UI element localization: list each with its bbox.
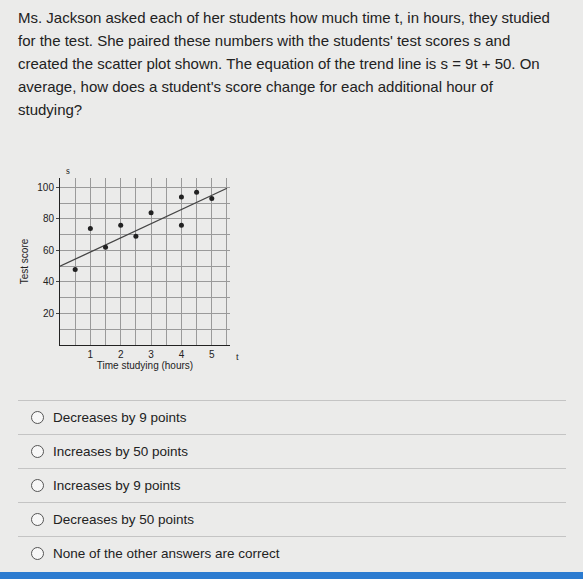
html-text:Ms. Jackson asked each of her: Ms. Jackson asked each of her students h… [18,9,550,118]
svg-text:100: 100 [37,182,54,193]
html-text:None of the other answers are: None of the other answers are correct [53,546,280,561]
svg-text:s: s [66,165,70,176]
html-text:Increases by 9 points: Increases by 9 points [53,478,181,493]
svg-text:1: 1 [88,349,94,360]
svg-text:60: 60 [43,245,55,256]
svg-text:20: 20 [43,308,55,319]
svg-text:Time studying (hours): Time studying (hours) [97,360,193,371]
svg-text:3: 3 [148,349,154,360]
svg-text:40: 40 [43,276,55,287]
svg-text:t: t [236,351,239,362]
svg-text:2: 2 [118,349,124,360]
svg-text:80: 80 [43,213,55,224]
svg-text:4: 4 [179,349,185,360]
html-text:Decreases by 50 points: Decreases by 50 points [53,512,195,527]
svg-text:5: 5 [209,349,215,360]
svg-text:Test score: Test score [19,238,30,284]
html-text:Increases by 50 points: Increases by 50 points [53,444,189,459]
html-text:Decreases by 9 points: Decreases by 9 points [53,410,187,425]
